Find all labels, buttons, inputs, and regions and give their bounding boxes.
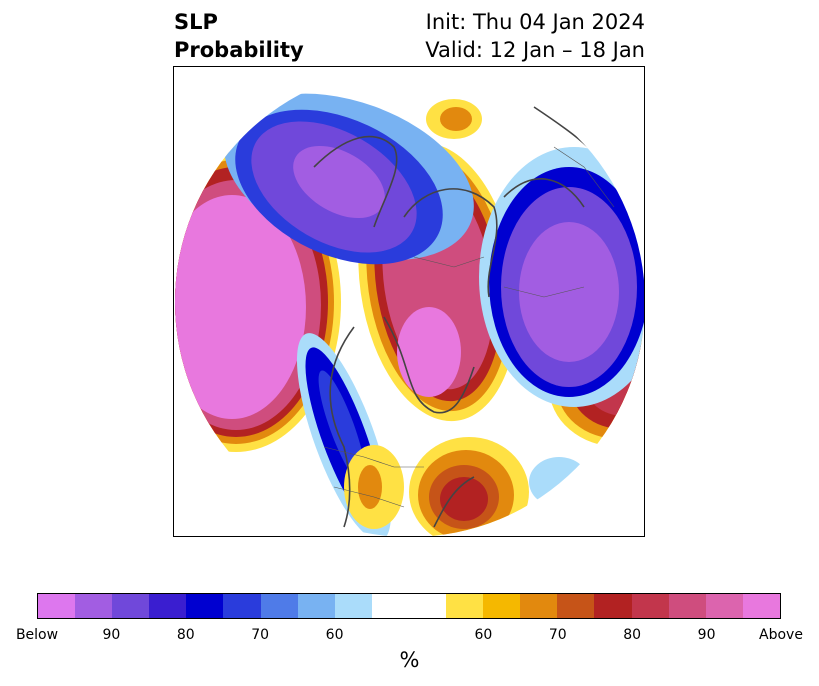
title-right: Init: Thu 04 Jan 2024 Valid: 12 Jan – 18… [425,8,645,64]
colorbar-swatch [668,594,706,618]
us-high-spot [344,445,404,529]
colorbar-tick-label: 80 [176,627,195,643]
colorbar-swatch [631,594,669,618]
map-panel [173,66,645,537]
colorbar-swatch [223,594,261,618]
colorbar [37,593,781,619]
colorbar-swatch [112,594,150,618]
colorbar-swatch [483,594,521,618]
colorbar-tick-label: Below [15,627,59,643]
colorbar-tick-label: 90 [102,627,121,643]
colorbar-swatch [408,594,447,618]
title-left: SLP Probability [174,8,304,64]
colorbar-swatch [149,594,187,618]
colorbar-swatch [371,594,409,618]
colorbar-tick-label: 80 [623,627,642,643]
colorbar-tick-label: Above [759,627,803,643]
northern-low-anomaly [224,93,474,265]
init-date: Init: Thu 04 Jan 2024 [425,10,645,34]
colorbar-unit-label: % [399,648,420,672]
colorbar-swatch [705,594,743,618]
colorbar-swatch [297,594,335,618]
borders [323,146,615,508]
colorbar-tick-label: 90 [697,627,716,643]
colorbar-swatch [75,594,113,618]
colorbar-swatch [260,594,298,618]
colorbar-swatch [742,594,780,618]
colorbar-swatch [557,594,595,618]
colorbar-ticks: Below 90 80 70 60 60 70 80 90 Above [16,627,803,647]
colorbar-tick-label: 60 [325,627,344,643]
colorbar-swatch [446,594,484,618]
colorbar-swatch [594,594,632,618]
probability-map [175,67,644,536]
colorbar-tick-label: 70 [251,627,270,643]
colorbar-swatch [186,594,224,618]
colorbar-tick-label: 60 [474,627,493,643]
colorbar-tick-label: 70 [548,627,567,643]
colorbar-swatch [520,594,558,618]
colorbar-swatch [334,594,372,618]
valid-range: Valid: 12 Jan – 18 Jan [425,38,645,62]
title-variable: SLP [174,10,218,34]
europe-high-spot [426,99,482,139]
colorbar-swatch [38,594,76,618]
siberia-low-anomaly [479,147,644,407]
atlantic-low-spot [529,457,589,507]
title-product: Probability [174,38,304,62]
